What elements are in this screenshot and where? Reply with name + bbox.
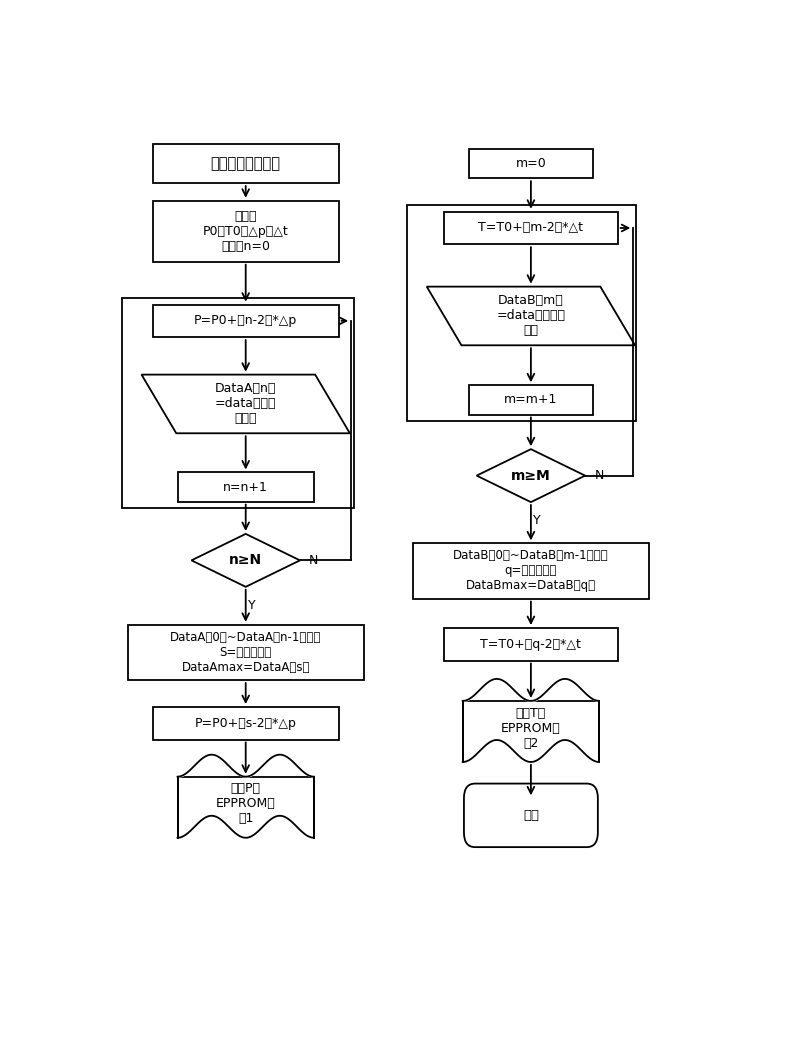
FancyBboxPatch shape bbox=[153, 707, 338, 740]
Text: 结束: 结束 bbox=[523, 809, 539, 822]
FancyBboxPatch shape bbox=[444, 628, 618, 660]
FancyBboxPatch shape bbox=[462, 700, 599, 762]
Text: m≥M: m≥M bbox=[511, 469, 550, 482]
FancyBboxPatch shape bbox=[444, 212, 618, 244]
Polygon shape bbox=[426, 287, 635, 345]
Text: m=m+1: m=m+1 bbox=[504, 394, 558, 406]
FancyBboxPatch shape bbox=[178, 777, 314, 838]
Polygon shape bbox=[142, 375, 350, 434]
Text: n=n+1: n=n+1 bbox=[223, 480, 268, 493]
Text: P=P0+（s-2）*△p: P=P0+（s-2）*△p bbox=[194, 716, 297, 730]
Text: DataB【m】
=data（实测数
据）: DataB【m】 =data（实测数 据） bbox=[496, 294, 566, 338]
Text: T=T0+（m-2）*△t: T=T0+（m-2）*△t bbox=[478, 221, 583, 235]
Polygon shape bbox=[477, 450, 585, 503]
FancyBboxPatch shape bbox=[469, 385, 593, 415]
Text: DataA【0】~DataA【n-1】排序
S=最大值下标
DataAmax=DataA【s】: DataA【0】~DataA【n-1】排序 S=最大值下标 DataAmax=D… bbox=[170, 631, 322, 674]
Text: Y: Y bbox=[248, 599, 256, 613]
FancyBboxPatch shape bbox=[413, 543, 649, 599]
FancyBboxPatch shape bbox=[469, 149, 593, 179]
FancyBboxPatch shape bbox=[153, 201, 338, 261]
Text: N: N bbox=[310, 553, 318, 567]
Text: Y: Y bbox=[534, 514, 541, 527]
Text: 动态参数测试程序: 动态参数测试程序 bbox=[210, 157, 281, 171]
FancyBboxPatch shape bbox=[178, 472, 314, 501]
Text: P=P0+（n-2）*△p: P=P0+（n-2）*△p bbox=[194, 314, 298, 327]
Text: 保存P到
EPPROM位
置1: 保存P到 EPPROM位 置1 bbox=[216, 783, 275, 825]
Text: N: N bbox=[594, 469, 604, 482]
Text: DataB【0】~DataB【m-1】排序
q=最大值下标
DataBmax=DataB【q】: DataB【0】~DataB【m-1】排序 q=最大值下标 DataBmax=D… bbox=[453, 549, 609, 592]
Text: 初始化
P0、T0、△p、△t
读取；n=0: 初始化 P0、T0、△p、△t 读取；n=0 bbox=[203, 209, 289, 253]
Text: DataA【n】
=data（实测
数据）: DataA【n】 =data（实测 数据） bbox=[215, 382, 277, 425]
FancyBboxPatch shape bbox=[464, 784, 598, 847]
Text: m=0: m=0 bbox=[515, 158, 546, 170]
Text: 保存T到
EPPROM位
置2: 保存T到 EPPROM位 置2 bbox=[501, 707, 561, 750]
FancyBboxPatch shape bbox=[128, 624, 363, 680]
Polygon shape bbox=[191, 534, 300, 587]
FancyBboxPatch shape bbox=[153, 305, 338, 338]
Text: T=T0+（q-2）*△t: T=T0+（q-2）*△t bbox=[481, 638, 582, 651]
FancyBboxPatch shape bbox=[153, 144, 338, 183]
Text: n≥N: n≥N bbox=[229, 553, 262, 567]
